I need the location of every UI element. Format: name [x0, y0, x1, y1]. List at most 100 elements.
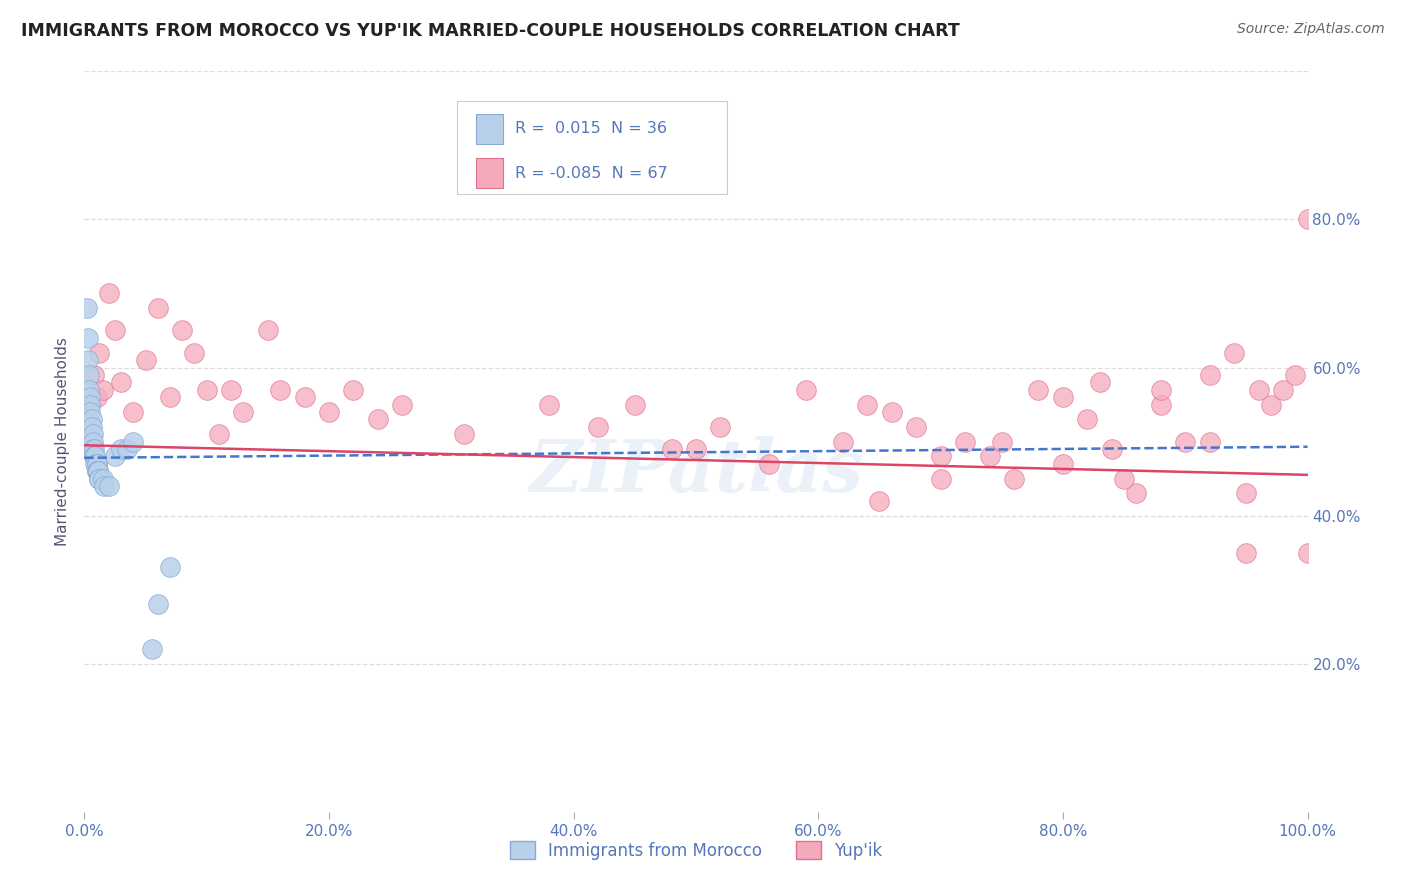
Point	[318, 405, 340, 419]
Point	[1052, 457, 1074, 471]
Point	[391, 398, 413, 412]
Point	[77, 353, 100, 368]
Point	[929, 471, 952, 485]
Point	[929, 450, 952, 464]
Point	[86, 464, 108, 478]
Point	[83, 450, 105, 464]
Point	[1002, 471, 1025, 485]
Point	[141, 641, 163, 656]
Point	[159, 390, 181, 404]
Point	[79, 398, 101, 412]
Point	[110, 376, 132, 390]
Point	[367, 412, 389, 426]
Point	[84, 457, 107, 471]
Point	[685, 442, 707, 456]
Point	[82, 442, 104, 456]
Point	[122, 434, 145, 449]
Point	[86, 390, 108, 404]
Point	[1052, 390, 1074, 404]
Point	[1247, 383, 1270, 397]
Text: IMMIGRANTS FROM MOROCCO VS YUP'IK MARRIED-COUPLE HOUSEHOLDS CORRELATION CHART: IMMIGRANTS FROM MOROCCO VS YUP'IK MARRIE…	[21, 22, 960, 40]
Point	[1114, 471, 1136, 485]
Point	[79, 390, 101, 404]
Point	[1284, 368, 1306, 382]
Point	[1174, 434, 1197, 449]
Text: ZIPatlas: ZIPatlas	[529, 435, 863, 507]
Point	[146, 301, 169, 316]
Point	[979, 450, 1001, 464]
Point	[86, 457, 108, 471]
Point	[758, 457, 780, 471]
Point	[146, 598, 169, 612]
Legend: Immigrants from Morocco, Yup'ik: Immigrants from Morocco, Yup'ik	[503, 835, 889, 866]
Point	[87, 464, 110, 478]
Point	[294, 390, 316, 404]
Text: R = -0.085  N = 67: R = -0.085 N = 67	[515, 166, 668, 181]
Bar	[475, 114, 503, 144]
Point	[1088, 376, 1111, 390]
Point	[342, 383, 364, 397]
Point	[77, 383, 100, 397]
Point	[97, 286, 120, 301]
Point	[1223, 345, 1246, 359]
Point	[538, 398, 561, 412]
Point	[159, 560, 181, 574]
Point	[83, 368, 105, 382]
Point	[91, 471, 114, 485]
Point	[77, 331, 100, 345]
Point	[1198, 434, 1220, 449]
Point	[661, 442, 683, 456]
Point	[1296, 212, 1319, 227]
Point	[794, 383, 817, 397]
Point	[1150, 398, 1173, 412]
Point	[97, 479, 120, 493]
Point	[172, 324, 194, 338]
Point	[1296, 546, 1319, 560]
Point	[87, 345, 110, 359]
Point	[1198, 368, 1220, 382]
Point	[135, 353, 157, 368]
Point	[86, 464, 108, 478]
Point	[856, 398, 879, 412]
Point	[80, 419, 103, 434]
Point	[208, 427, 231, 442]
Bar	[475, 159, 503, 188]
Point	[453, 427, 475, 442]
Point	[82, 434, 104, 449]
Point	[1272, 383, 1295, 397]
Point	[87, 471, 110, 485]
Point	[709, 419, 731, 434]
Point	[110, 442, 132, 456]
Point	[93, 479, 115, 493]
Point	[104, 450, 127, 464]
Point	[1125, 486, 1147, 500]
Point	[195, 383, 218, 397]
Point	[84, 450, 107, 464]
Point	[79, 398, 101, 412]
Point	[1150, 383, 1173, 397]
Point	[86, 457, 108, 471]
Point	[1236, 546, 1258, 560]
Point	[905, 419, 928, 434]
Point	[880, 405, 903, 419]
Point	[91, 383, 114, 397]
Point	[83, 442, 105, 456]
Point	[232, 405, 254, 419]
Point	[831, 434, 853, 449]
Point	[87, 464, 110, 478]
Point	[87, 471, 110, 485]
Point	[77, 368, 100, 382]
Point	[219, 383, 242, 397]
Point	[1028, 383, 1050, 397]
Point	[953, 434, 976, 449]
Point	[122, 405, 145, 419]
Point	[1260, 398, 1282, 412]
Point	[104, 324, 127, 338]
Text: Source: ZipAtlas.com: Source: ZipAtlas.com	[1237, 22, 1385, 37]
Point	[76, 301, 98, 316]
Point	[115, 442, 138, 456]
Point	[991, 434, 1014, 449]
Point	[269, 383, 291, 397]
Point	[257, 324, 280, 338]
Point	[79, 405, 101, 419]
